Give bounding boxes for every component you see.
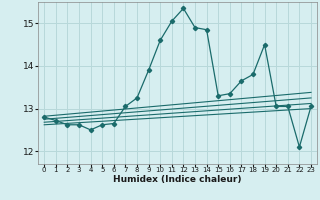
X-axis label: Humidex (Indice chaleur): Humidex (Indice chaleur) xyxy=(113,175,242,184)
